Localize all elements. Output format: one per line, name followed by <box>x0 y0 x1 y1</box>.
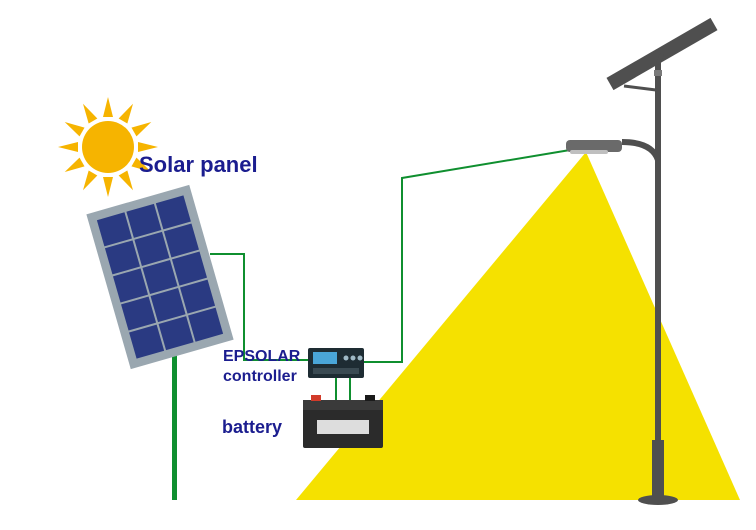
label-controller-line2: controller <box>223 368 297 386</box>
label-solar-panel: Solar panel <box>139 152 258 178</box>
solar-streetlight-diagram: { "type": "infographic", "background_col… <box>0 0 756 530</box>
panel-pole <box>172 335 177 500</box>
label-battery: battery <box>222 417 282 438</box>
label-controller-line1: EPSOLAR <box>223 348 300 366</box>
solar-panel-icon <box>88 187 232 368</box>
street-light-pole <box>655 60 661 440</box>
sun-icon <box>82 121 134 173</box>
diagram-svg <box>0 0 756 530</box>
wire <box>210 254 308 360</box>
